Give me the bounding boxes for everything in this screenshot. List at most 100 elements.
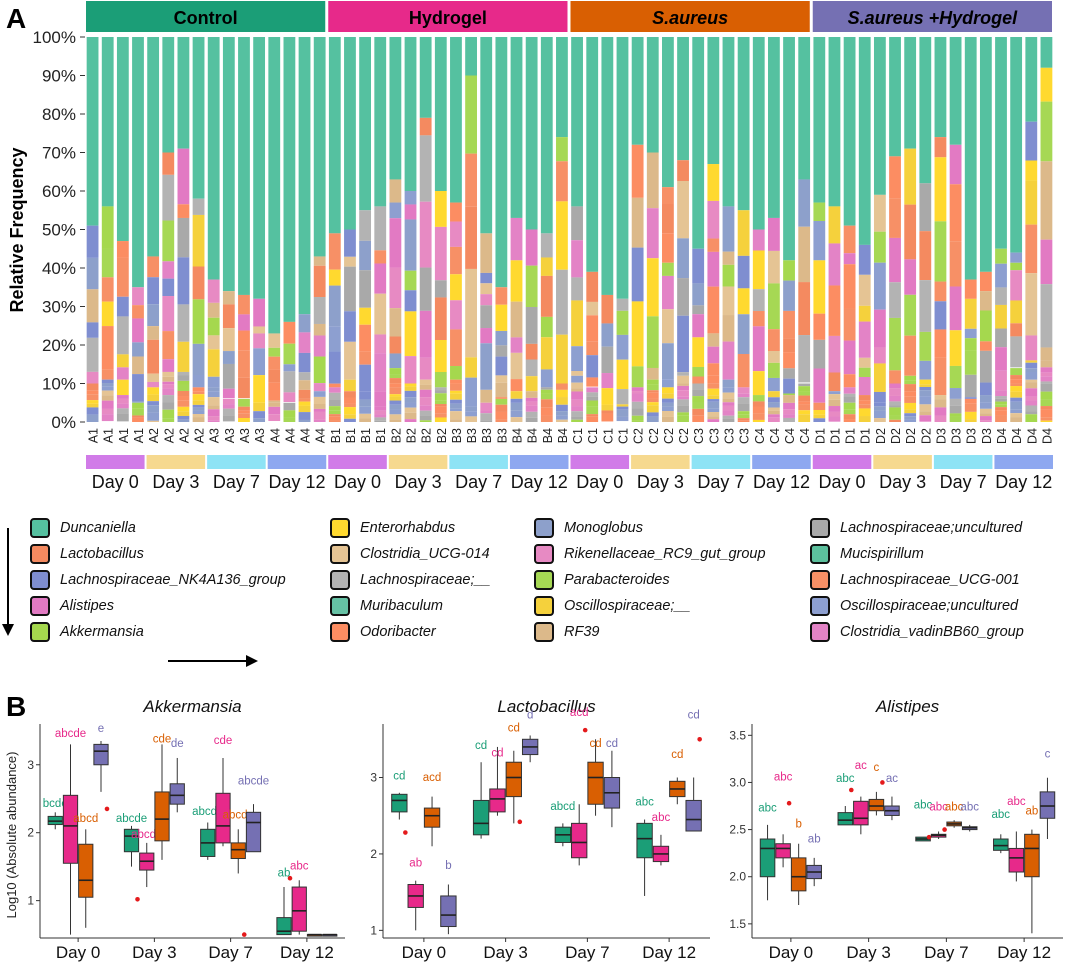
sample-label: C4	[768, 428, 782, 444]
bar-segment	[162, 296, 175, 332]
bar-segment	[1025, 396, 1038, 401]
bar-segment	[540, 415, 553, 422]
bar-segment	[162, 152, 175, 175]
bar-segment	[540, 316, 553, 338]
bar-segment	[767, 414, 780, 418]
bar-segment	[268, 356, 281, 370]
bar-segment	[298, 314, 311, 333]
y-tick-label: 60%	[42, 182, 76, 201]
bar-segment	[995, 263, 1007, 288]
bar-segment	[949, 184, 962, 242]
bar-segment	[510, 260, 523, 302]
bar-segment	[419, 310, 432, 358]
bar-segment	[722, 402, 735, 406]
bar-segment	[450, 379, 462, 384]
bar-segment	[904, 204, 917, 260]
sample-label: C4	[798, 428, 812, 444]
bar-segment	[525, 411, 538, 418]
bar-segment	[419, 201, 432, 268]
bar-segment-duncaniella	[253, 37, 266, 299]
bar-segment	[298, 352, 311, 373]
bar-segment	[510, 337, 523, 353]
bar-segment	[465, 206, 477, 269]
timepoint-label: Day 0	[334, 472, 381, 492]
bar-segment	[86, 403, 99, 408]
bar-segment	[313, 356, 326, 384]
bar-segment	[177, 390, 190, 397]
sample-label: A3	[208, 428, 222, 443]
bar-segment	[631, 247, 644, 302]
bar-segment	[783, 414, 795, 418]
significance-letter: cd	[589, 738, 601, 750]
significance-letter: cd	[688, 709, 700, 721]
bar-segment	[798, 404, 811, 411]
bar-segment	[328, 406, 341, 411]
sample-label: C2	[632, 428, 646, 444]
sample-label: C3	[738, 428, 752, 444]
y-tick-label: 3.0	[729, 775, 746, 789]
bar-segment	[480, 343, 493, 390]
sample-label: D2	[889, 428, 903, 444]
bar-segment	[571, 411, 583, 417]
bar-segment	[798, 391, 811, 396]
bar-segment	[328, 269, 341, 286]
bar-segment	[1040, 367, 1053, 373]
bar-segment-duncaniella	[919, 37, 932, 184]
bar-segment	[344, 341, 356, 380]
bar-segment-duncaniella	[873, 37, 886, 195]
bar-segment	[873, 410, 886, 419]
bar-segment	[692, 376, 705, 384]
legend-swatch	[330, 622, 350, 642]
sample-label: A3	[253, 428, 267, 443]
bar-segment	[389, 353, 402, 369]
bar-segment	[919, 280, 932, 332]
bar-segment	[540, 337, 553, 370]
bar-segment	[843, 225, 856, 254]
box	[440, 895, 457, 928]
bar-segment	[177, 148, 190, 205]
bar-segment	[177, 304, 190, 342]
bar-segment	[995, 347, 1007, 371]
bar-segment	[828, 285, 841, 336]
bar-segment	[132, 408, 144, 416]
bar-segment	[783, 368, 795, 379]
bar-segment	[843, 402, 856, 410]
bar-segment	[646, 152, 659, 209]
y-axis-title: Relative Frequency	[7, 147, 27, 312]
bar-segment	[813, 313, 826, 340]
bar-segment	[162, 359, 175, 372]
box	[775, 843, 791, 859]
bar-segment	[101, 383, 114, 387]
bar-segment	[616, 310, 629, 335]
bar-segment	[571, 346, 583, 372]
bar-segment	[101, 408, 114, 415]
x-tick-label: Day 7	[208, 943, 252, 962]
bar-segment	[328, 399, 341, 407]
bar-segment	[828, 416, 841, 422]
bar-segment	[495, 356, 508, 376]
bar-segment	[238, 294, 250, 315]
legend-label: Rikenellaceae_RC9_gut_group	[564, 546, 766, 562]
sample-label: D4	[1040, 428, 1054, 444]
bar-segment	[677, 385, 689, 391]
bar-segment	[268, 333, 281, 348]
bar-segment	[904, 294, 917, 336]
bar-segment	[389, 368, 402, 375]
timepoint-strip	[933, 455, 993, 469]
sample-label: B1	[344, 428, 358, 443]
bar-segment	[752, 419, 765, 422]
bar-segment	[813, 414, 826, 419]
sample-label: A2	[147, 428, 161, 443]
timepoint-strip	[691, 455, 751, 469]
bar-segment	[1010, 397, 1023, 402]
bar-segment	[843, 374, 856, 388]
bar-segment	[389, 404, 402, 410]
legend-item: Lachnospiraceae_NK4A136_group	[30, 568, 286, 592]
bar-segment	[556, 411, 568, 416]
bar-segment	[207, 335, 220, 350]
bar-segment	[222, 363, 235, 389]
bar-segment	[722, 315, 735, 342]
bar-segment	[192, 417, 205, 422]
box	[169, 783, 185, 805]
bar-segment	[813, 418, 826, 422]
